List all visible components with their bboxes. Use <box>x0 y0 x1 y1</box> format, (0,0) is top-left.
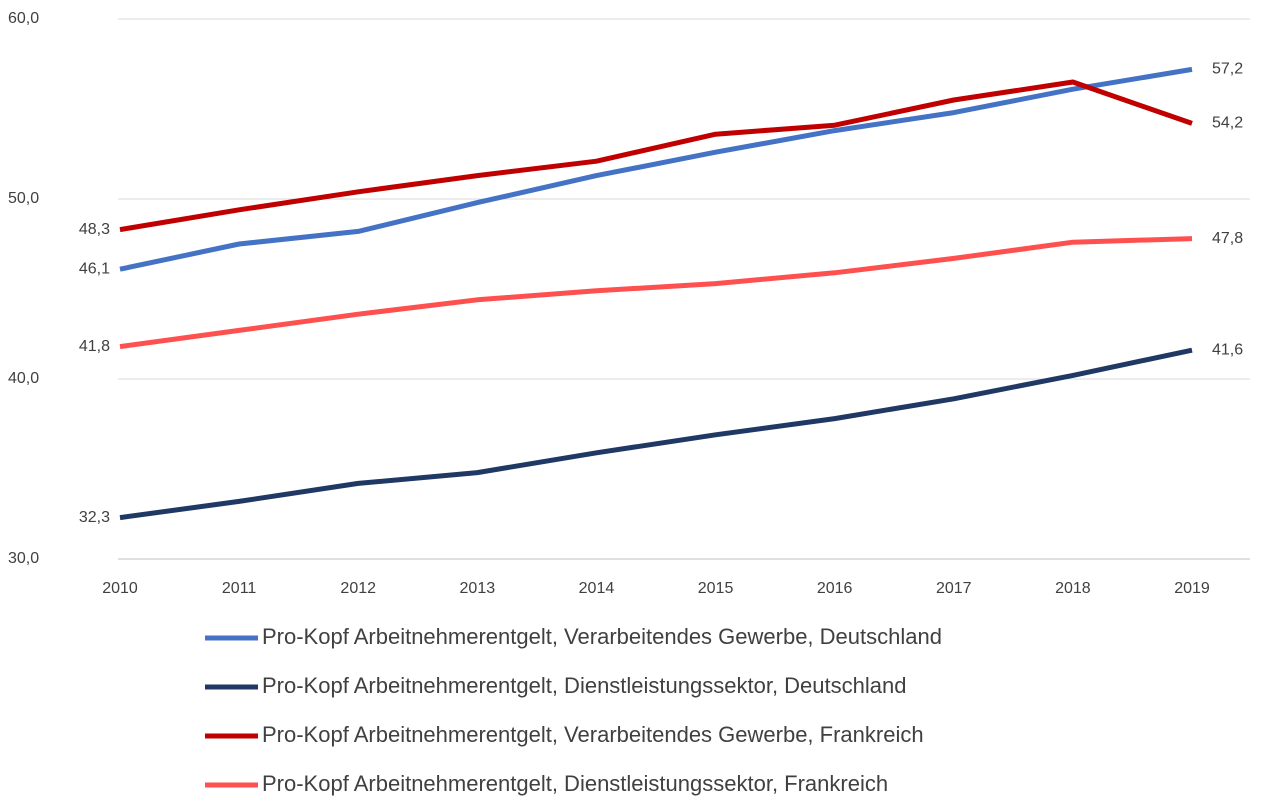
y-tick-label: 40,0 <box>8 370 39 387</box>
x-tick-label: 2017 <box>936 580 972 597</box>
legend-text: Pro-Kopf Arbeitnehmerentgelt, Verarbeite… <box>262 624 942 649</box>
x-tick-label: 2013 <box>460 580 496 597</box>
data-label: 32,3 <box>79 509 110 526</box>
data-label: 48,3 <box>79 221 110 238</box>
data-label: 41,6 <box>1212 341 1243 358</box>
data-label: 57,2 <box>1212 61 1243 78</box>
data-label: 41,8 <box>79 338 110 355</box>
legend-text: Pro-Kopf Arbeitnehmerentgelt, Dienstleis… <box>262 673 906 698</box>
x-tick-label: 2010 <box>102 580 138 597</box>
y-tick-label: 50,0 <box>8 190 39 207</box>
data-label: 54,2 <box>1212 115 1243 132</box>
legend-text: Pro-Kopf Arbeitnehmerentgelt, Dienstleis… <box>262 771 888 796</box>
legend-text: Pro-Kopf Arbeitnehmerentgelt, Verarbeite… <box>262 722 924 747</box>
x-tick-label: 2014 <box>579 580 615 597</box>
y-tick-label: 60,0 <box>8 10 39 27</box>
x-tick-label: 2012 <box>340 580 376 597</box>
series-line <box>119 347 1193 521</box>
x-tick-label: 2016 <box>817 580 853 597</box>
data-label: 47,8 <box>1212 230 1243 247</box>
data-label: 46,1 <box>79 260 110 277</box>
series-line <box>119 79 1193 233</box>
x-tick-label: 2015 <box>698 580 734 597</box>
x-tick-label: 2011 <box>222 580 257 597</box>
series-line <box>119 66 1193 272</box>
series-line <box>119 236 1193 350</box>
x-tick-label: 2018 <box>1055 580 1091 597</box>
y-tick-label: 30,0 <box>8 550 39 567</box>
x-tick-label: 2019 <box>1174 580 1210 597</box>
